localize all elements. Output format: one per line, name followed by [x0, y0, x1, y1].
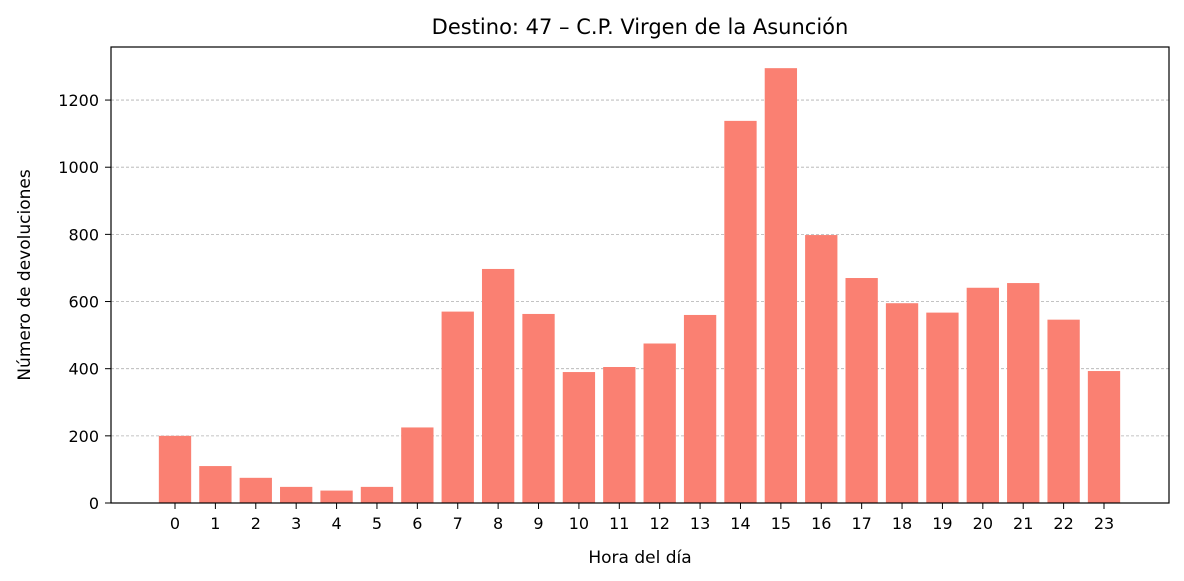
x-tick-label: 10: [569, 514, 589, 533]
x-tick-label: 12: [650, 514, 670, 533]
bar-22: [1047, 319, 1080, 503]
y-tick-label: 0: [89, 494, 99, 513]
x-tick-label: 18: [892, 514, 912, 533]
plot-frame: [110, 46, 1170, 504]
y-tick-label: 1000: [58, 158, 99, 177]
bar-11: [603, 367, 636, 503]
x-tick-label: 5: [372, 514, 382, 533]
bar-23: [1087, 371, 1121, 503]
bar-19: [926, 312, 959, 503]
x-tick-label: 11: [609, 514, 629, 533]
bar-20: [966, 287, 999, 503]
bar-14: [724, 120, 757, 503]
bar-12: [643, 343, 676, 503]
x-tick-label: 3: [291, 514, 301, 533]
x-axis: 0 1 2 3 4 5 6 7 8 9 10 11 12 13 14 15 16 17 18 19 20 21 22 23: [170, 503, 1114, 533]
x-tick-label: 14: [730, 514, 750, 533]
bar-4: [320, 490, 353, 503]
x-tick-label: 22: [1053, 514, 1073, 533]
bar-21: [1007, 283, 1040, 503]
bar-8: [481, 268, 515, 503]
bars: [158, 68, 1121, 504]
x-axis-label: Hora del día: [588, 548, 691, 568]
y-axis: 0 200 400 600 800 1000 1200: [58, 91, 111, 513]
bar-16: [805, 235, 838, 503]
x-tick-label: 0: [170, 514, 180, 533]
bar-3: [280, 486, 313, 503]
bar-9: [522, 313, 555, 503]
x-tick-label: 4: [331, 514, 341, 533]
bar-7: [441, 311, 474, 503]
bar-1: [199, 466, 232, 503]
bar-18: [885, 303, 919, 503]
x-tick-label: 13: [690, 514, 710, 533]
x-tick-label: 15: [771, 514, 791, 533]
y-tick-label: 200: [68, 427, 99, 446]
x-tick-label: 9: [533, 514, 543, 533]
x-tick-label: 8: [493, 514, 503, 533]
x-tick-label: 23: [1094, 514, 1114, 533]
x-tick-label: 2: [251, 514, 261, 533]
x-tick-label: 7: [453, 514, 463, 533]
x-tick-label: 21: [1013, 514, 1033, 533]
x-tick-label: 16: [811, 514, 831, 533]
x-tick-label: 20: [973, 514, 993, 533]
bar-17: [845, 278, 878, 503]
y-tick-label: 400: [68, 360, 99, 379]
bar-6: [401, 427, 434, 503]
y-axis-label: Número de devoluciones: [15, 169, 35, 380]
bar-5: [360, 486, 394, 503]
x-tick-label: 1: [210, 514, 220, 533]
x-tick-label: 19: [932, 514, 952, 533]
y-tick-label: 1200: [58, 91, 99, 110]
y-tick-label: 800: [68, 225, 99, 244]
x-tick-label: 6: [412, 514, 422, 533]
bar-2: [239, 477, 272, 503]
bar-15: [764, 68, 798, 504]
x-tick-label: 17: [851, 514, 871, 533]
chart-title: Destino: 47 – C.P. Virgen de la Asunción: [432, 15, 849, 39]
bar-0: [158, 435, 192, 503]
bar-13: [683, 314, 717, 503]
bar-10: [562, 372, 596, 503]
y-tick-label: 600: [68, 293, 99, 312]
